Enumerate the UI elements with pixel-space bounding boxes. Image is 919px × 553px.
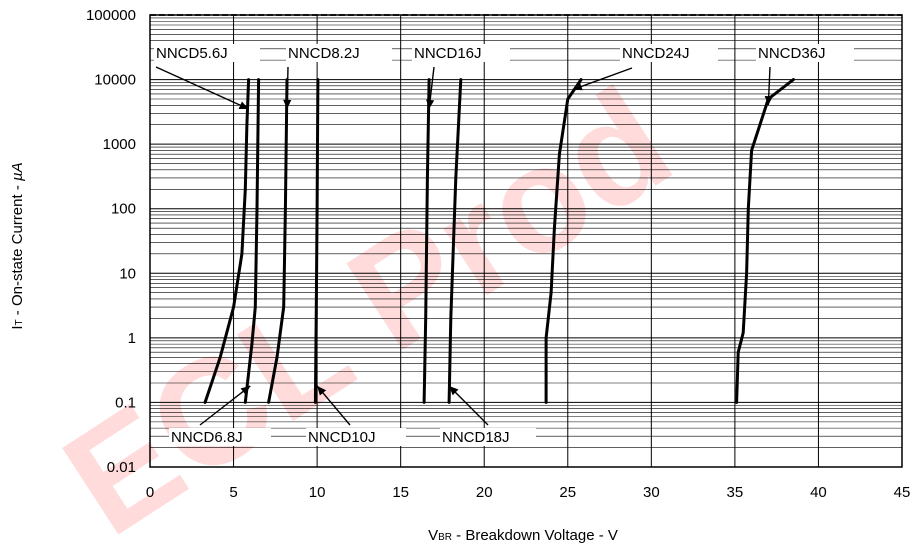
annotation-arrowhead — [283, 99, 292, 110]
annotation-arrowhead — [240, 385, 251, 395]
x-tick-label: 15 — [392, 484, 409, 501]
y-axis-label: IT - On-state Current - µA — [9, 162, 26, 329]
annotation-label-bg — [286, 44, 392, 62]
annotation-label: NNCD24J — [622, 45, 690, 62]
annotation-arrowhead — [572, 82, 583, 91]
annotation-arrow-line — [199, 385, 251, 426]
x-tick-label: 20 — [476, 484, 493, 501]
y-tick-labels: 0.01 0.1 1 10 100 1000 10000 100000 — [86, 7, 136, 476]
series-lines — [203, 78, 795, 404]
y-tick-label: 10000 — [94, 72, 136, 89]
x-tick-label: 45 — [894, 484, 911, 501]
annotation-label: NNCD5.6J — [156, 45, 228, 62]
x-axis-label: VBR - Breakdown Voltage - V — [428, 527, 618, 544]
annotation-arrowhead — [238, 101, 249, 110]
series-line — [447, 78, 463, 404]
annotation-label: NNCD16J — [414, 45, 482, 62]
annotation-label-bg — [154, 44, 260, 62]
annotation-label: NNCD10J — [308, 429, 376, 446]
annotation-arrowhead — [449, 385, 459, 396]
series-line — [243, 78, 261, 404]
series-line — [422, 78, 431, 404]
annotation-label-bg — [412, 44, 510, 62]
series-line — [313, 78, 320, 404]
series-line — [544, 78, 583, 404]
series-annotations: NNCD5.6J NNCD8.2J NNCD16J NNCD24J NNCD36J NNC… — [154, 44, 854, 446]
annotation-arrowhead — [426, 99, 435, 110]
annotation-arrowhead — [764, 95, 773, 106]
annotation-label-bg — [306, 428, 406, 446]
annotation-label: NNCD18J — [442, 429, 510, 446]
annotation-label: NNCD8.2J — [288, 45, 360, 62]
annotation-label: NNCD6.8J — [171, 429, 243, 446]
y-tick-label: 10 — [119, 265, 136, 282]
y-tick-label: 1000 — [103, 136, 136, 153]
x-tick-label: 35 — [727, 484, 744, 501]
annotation-arrow-line — [448, 385, 489, 426]
annotation-label: NNCD36J — [758, 45, 826, 62]
y-tick-label: 0.01 — [107, 459, 136, 476]
annotation-arrow-line — [572, 67, 633, 91]
x-tick-label: 0 — [146, 484, 154, 501]
annotation-arrow-line — [155, 66, 249, 110]
x-tick-label: 30 — [643, 484, 660, 501]
x-tick-label: 10 — [309, 484, 326, 501]
annotation-label-bg — [440, 428, 536, 446]
series-line — [203, 78, 251, 404]
y-tick-label: 100000 — [86, 7, 136, 24]
y-tick-label: 100 — [111, 201, 136, 218]
x-tick-label: 5 — [229, 484, 237, 501]
annotation-label-bg — [756, 44, 854, 62]
annotation-label-bg — [169, 428, 271, 446]
series-line — [735, 78, 795, 404]
watermark: ECL Prod — [36, 55, 698, 553]
x-tick-labels: 0 5 10 15 20 25 30 35 40 45 — [146, 484, 911, 501]
plot-area — [149, 14, 903, 468]
y-tick-label: 1 — [128, 330, 136, 347]
series-line — [267, 78, 289, 404]
x-tick-label: 25 — [559, 484, 576, 501]
annotation-label-bg — [620, 44, 718, 62]
y-tick-label: 0.1 — [115, 394, 136, 411]
annotation-arrowhead — [317, 385, 327, 396]
x-tick-label: 40 — [810, 484, 827, 501]
